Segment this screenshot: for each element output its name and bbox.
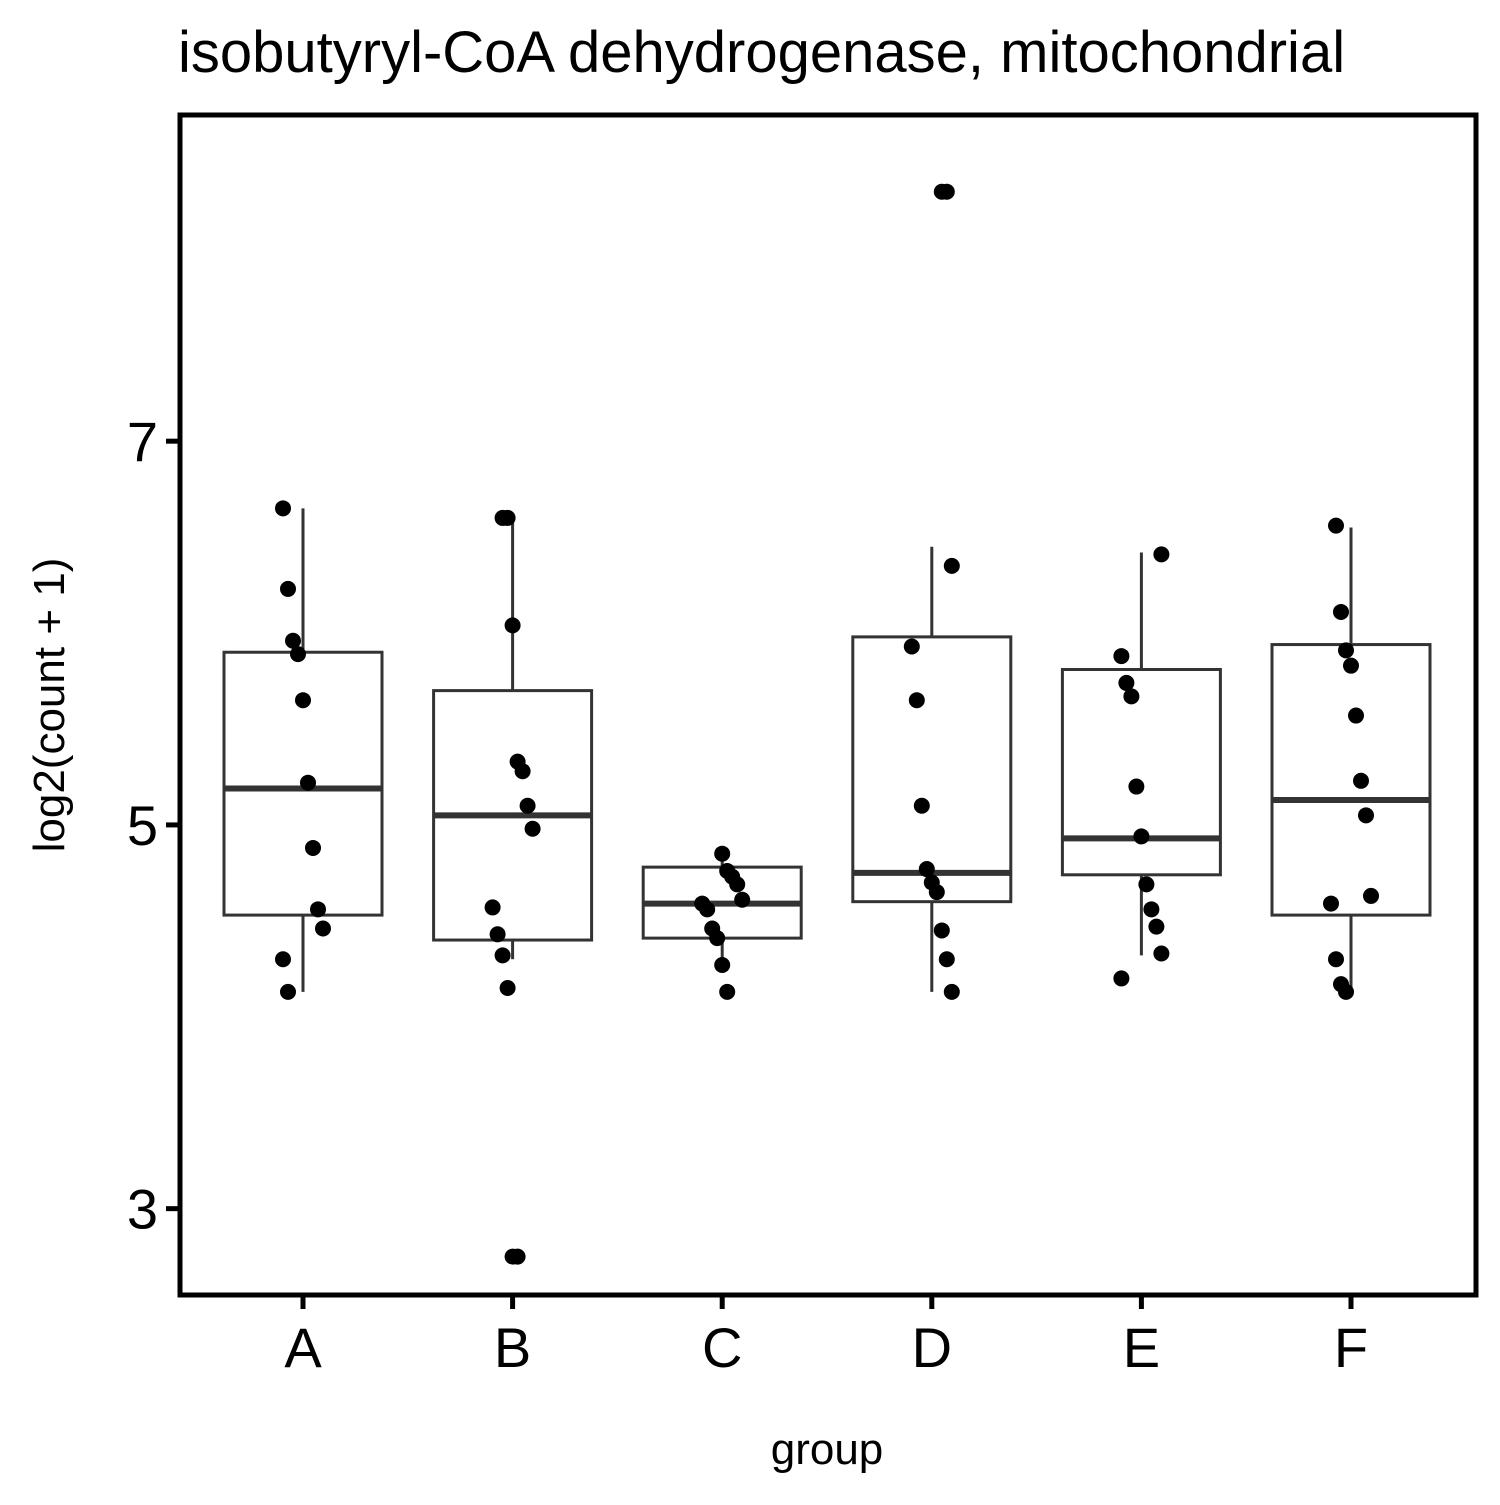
data-point	[1118, 674, 1135, 691]
y-tick-label: 5	[127, 794, 158, 857]
data-point	[514, 763, 531, 780]
box-group-A	[222, 508, 384, 992]
data-point	[1328, 951, 1344, 968]
box-group-C	[641, 847, 803, 960]
box-group-E	[1060, 552, 1222, 956]
data-point	[1338, 983, 1354, 1000]
data-point	[1143, 901, 1160, 918]
data-point	[275, 951, 291, 968]
data-point	[1323, 895, 1339, 912]
data-point	[285, 632, 301, 649]
data-point	[714, 956, 731, 973]
points-B	[484, 509, 541, 1265]
x-tick-label: B	[494, 1316, 531, 1379]
data-point	[494, 947, 511, 964]
data-point	[1338, 642, 1354, 659]
box	[851, 635, 1013, 904]
y-axis-title: log2(count + 1)	[25, 558, 74, 853]
data-point	[280, 580, 296, 597]
data-point	[699, 901, 716, 918]
y-tick-label: 3	[127, 1178, 158, 1241]
data-point	[1358, 807, 1374, 824]
data-point	[290, 646, 306, 663]
data-point	[489, 926, 506, 943]
data-point	[1128, 778, 1145, 795]
data-point	[484, 899, 501, 916]
data-point	[1153, 546, 1170, 563]
data-point	[719, 983, 736, 1000]
data-point	[509, 1248, 526, 1265]
data-point	[305, 839, 321, 856]
data-point	[734, 891, 751, 908]
data-point	[1153, 945, 1170, 962]
points-C	[694, 845, 751, 1000]
data-point	[1353, 772, 1369, 789]
data-point	[275, 500, 291, 517]
data-point	[938, 183, 955, 200]
points-E	[1113, 546, 1170, 987]
box	[1270, 643, 1432, 917]
data-point	[1328, 517, 1344, 534]
data-point	[1363, 887, 1379, 904]
y-tick-label: 7	[127, 410, 158, 473]
data-point	[310, 901, 326, 918]
data-point	[903, 638, 920, 655]
data-point	[938, 951, 955, 968]
x-tick-label: F	[1334, 1316, 1368, 1379]
data-point	[729, 876, 746, 893]
data-point	[524, 820, 541, 837]
points-D	[903, 183, 960, 1000]
x-tick-label: C	[702, 1316, 742, 1379]
data-point	[1113, 648, 1130, 665]
data-point	[1138, 876, 1155, 893]
data-point	[933, 922, 950, 939]
data-point	[714, 845, 731, 862]
data-point	[499, 509, 516, 526]
data-point	[1343, 657, 1359, 674]
data-point	[943, 983, 960, 1000]
data-point	[280, 983, 296, 1000]
box-group-F	[1270, 527, 1432, 992]
data-point	[1113, 970, 1130, 987]
data-point	[1333, 603, 1349, 620]
x-tick-label: A	[284, 1316, 322, 1379]
x-tick-label: D	[912, 1316, 952, 1379]
x-tick-label: E	[1123, 1316, 1160, 1379]
data-point	[1123, 688, 1140, 705]
data-point	[928, 884, 945, 901]
data-point	[913, 797, 930, 814]
data-point	[300, 774, 316, 791]
data-point	[1133, 828, 1150, 845]
chart-title: isobutyryl-CoA dehydrogenase, mitochondr…	[178, 20, 1345, 85]
plot-area	[222, 183, 1432, 1265]
plot-panel-border	[177, 112, 1479, 1298]
data-point	[908, 692, 925, 709]
points-A	[275, 500, 331, 1000]
box-group-B	[432, 517, 594, 960]
data-point	[519, 797, 536, 814]
data-point	[1148, 918, 1165, 935]
data-point	[709, 930, 726, 947]
data-point	[1348, 707, 1364, 724]
data-point	[295, 692, 311, 709]
x-axis-title: group	[771, 1425, 884, 1474]
points-F	[1323, 517, 1379, 1000]
data-point	[943, 557, 960, 574]
data-point	[504, 617, 521, 634]
data-point	[918, 861, 935, 878]
box-group-D	[851, 546, 1013, 992]
data-point	[315, 920, 331, 937]
data-point	[499, 980, 516, 997]
